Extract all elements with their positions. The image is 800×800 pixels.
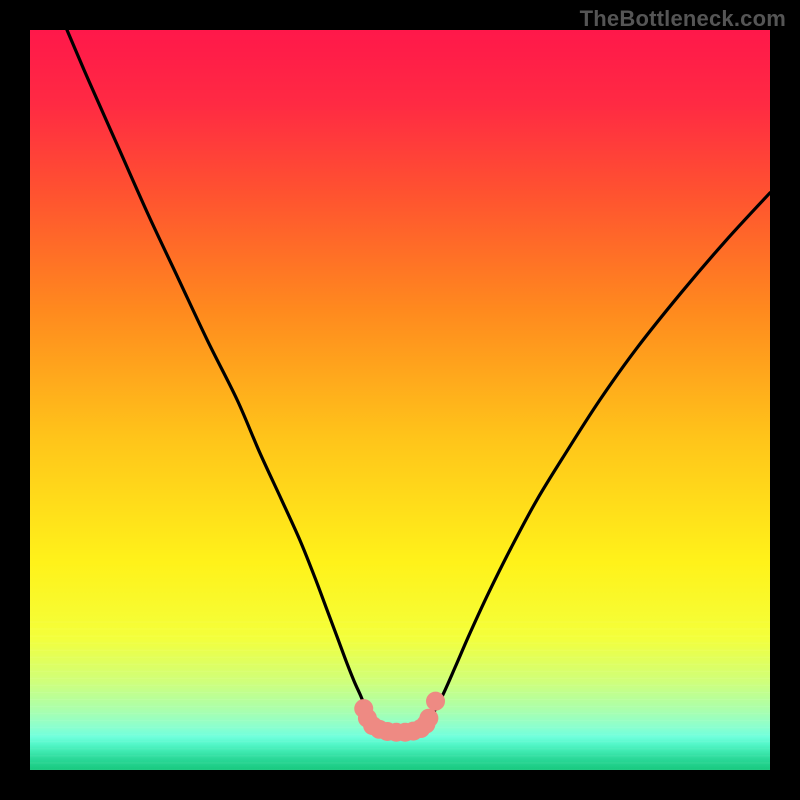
sweet-spot-marker <box>419 709 438 728</box>
sweet-spot-marker <box>426 692 445 711</box>
plot-area <box>30 30 770 770</box>
chart-frame: TheBottleneck.com <box>0 0 800 800</box>
gradient-background <box>30 30 770 770</box>
bottleneck-chart <box>0 0 800 800</box>
